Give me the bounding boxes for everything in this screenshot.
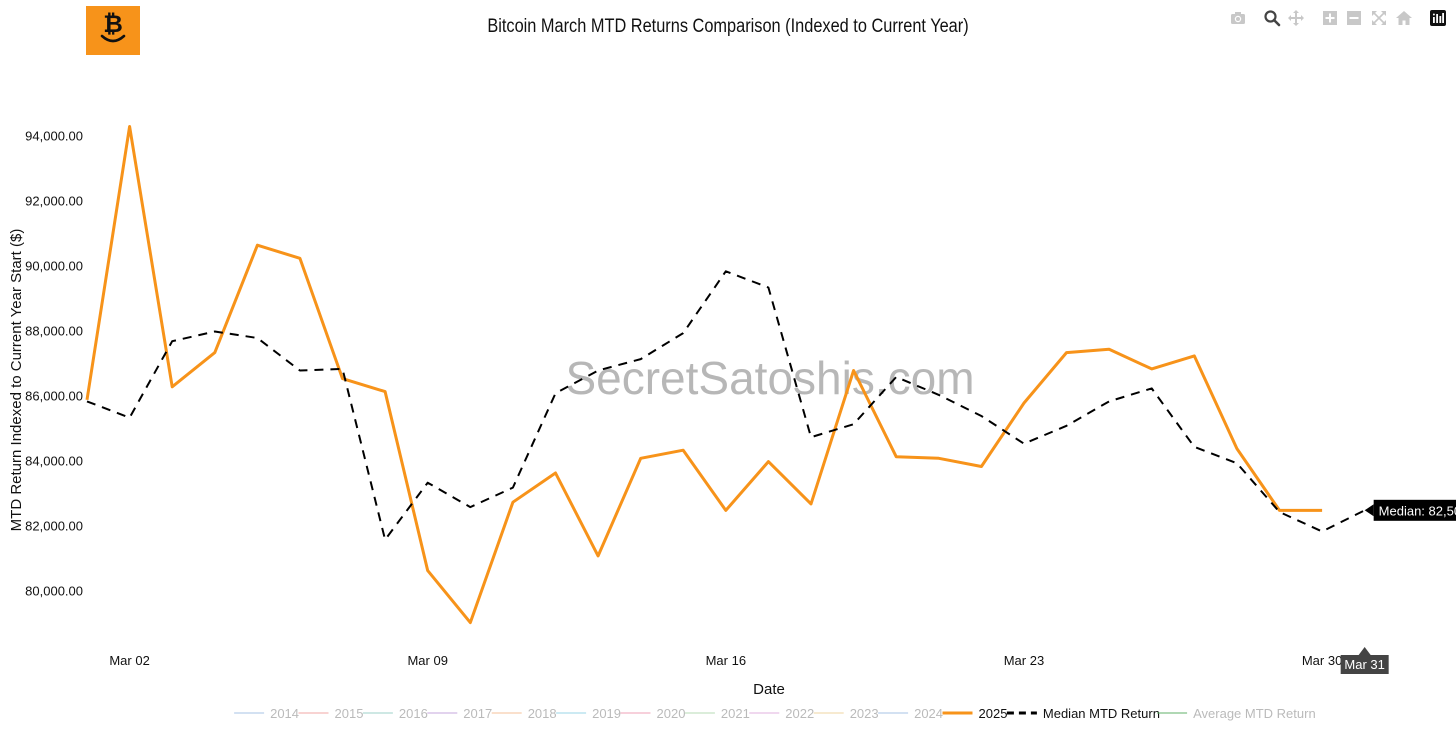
legend-label: 2015 [335,706,364,721]
x-hover-label: Mar 31 [1344,657,1384,672]
y-tick-label: 94,000.00 [25,128,83,143]
y-tick-label: 82,000.00 [25,519,83,534]
legend-item-2014[interactable]: 2014 [234,706,299,721]
x-tick-label: Mar 09 [407,653,447,668]
median-hover-pointer [1364,504,1374,517]
legend-label: 2024 [914,706,943,721]
legend-item-2022[interactable]: 2022 [749,706,814,721]
legend-label: 2014 [270,706,299,721]
series-line-2025[interactable] [85,125,1323,625]
y-axis-title: MTD Return Indexed to Current Year Start… [8,229,25,532]
watermark: SecretSatoshis.com [565,352,974,404]
x-axis-title: Date [753,681,785,698]
zoom-in-icon[interactable] [1320,8,1340,28]
y-tick-label: 90,000.00 [25,258,83,273]
y-axis: 80,000.00 82,000.00 84,000.00 86,000.00 88,0… [25,128,83,598]
legend-label: Average MTD Return [1193,706,1316,721]
y-tick-label: 80,000.00 [25,584,83,599]
legend-label: 2023 [850,706,879,721]
y-tick-label: 88,000.00 [25,323,83,338]
bitcoin-smiley-logo-icon: ₿ [100,10,126,43]
pan-icon[interactable] [1286,8,1306,28]
legend-label: 2018 [528,706,557,721]
legend-item-2024[interactable]: 2024 [878,706,943,721]
chart-title: Bitcoin March MTD Returns Comparison (In… [487,16,969,37]
legend-item-2015[interactable]: 2015 [298,706,364,721]
legend-label: 2016 [399,706,428,721]
legend-label: Median MTD Return [1043,706,1160,721]
legend-item-2017[interactable]: 2017 [427,706,492,721]
y-tick-label: 84,000.00 [25,454,83,469]
legend: 2014 2015 2016 2017 2018 2019 2020 2021 2022 2023… [234,706,1316,721]
legend-label: 2019 [592,706,621,721]
legend-label: 2022 [785,706,814,721]
legend-item-2016[interactable]: 2016 [362,706,428,721]
x-tick-label: Mar 23 [1004,653,1044,668]
hover-labels: Median: 82,502.08 Mar 31 [1340,499,1456,674]
legend-label: 2025 [979,706,1008,721]
x-tick-label: Mar 30 [1302,653,1342,668]
legend-item-2018[interactable]: 2018 [491,706,557,721]
x-axis: Mar 02 Mar 09 Mar 16 Mar 23 Mar 30 [109,653,1342,668]
legend-label: 2021 [721,706,750,721]
plotly-logo-icon[interactable] [1428,8,1448,28]
camera-icon[interactable] [1228,8,1248,28]
plot-area[interactable] [85,125,1366,625]
legend-item-2019[interactable]: 2019 [556,706,621,721]
median-hover-label: Median: 82,502.08 [1379,503,1456,518]
x-hover-pointer [1358,647,1371,655]
series-line-median-mtd-return[interactable] [86,270,1366,541]
legend-item-2021[interactable]: 2021 [684,706,750,721]
legend-label: 2020 [657,706,686,721]
x-tick-label: Mar 02 [109,653,149,668]
zoom-out-icon[interactable] [1344,8,1364,28]
legend-item-2025[interactable]: 2025 [942,706,1008,721]
legend-item-2020[interactable]: 2020 [620,706,686,721]
legend-item-average-mtd-return[interactable]: Average MTD Return [1157,706,1316,721]
bitcoin-logo: ₿ [86,6,140,55]
home-icon[interactable] [1394,8,1414,28]
y-tick-label: 86,000.00 [25,389,83,404]
legend-label: 2017 [463,706,492,721]
x-tick-label: Mar 16 [706,653,746,668]
legend-item-2023[interactable]: 2023 [813,706,879,721]
zoom-icon[interactable] [1262,8,1282,28]
y-tick-label: 92,000.00 [25,193,83,208]
median-hover-box [1373,499,1456,521]
svg-text:₿: ₿ [103,10,123,38]
x-hover-box [1340,655,1389,674]
autoscale-icon[interactable] [1369,8,1389,28]
legend-item-median-mtd-return[interactable]: Median MTD Return [1006,706,1160,721]
